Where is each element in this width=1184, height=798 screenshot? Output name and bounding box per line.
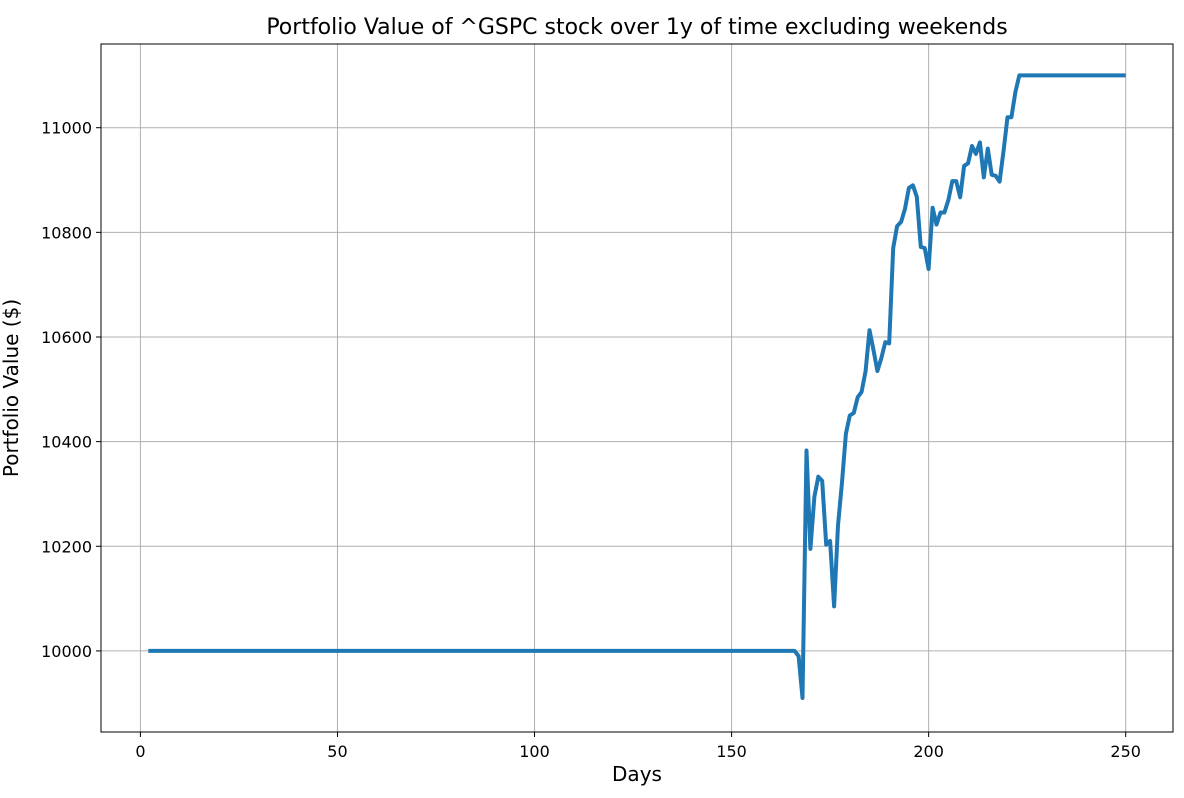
y-axis-label: Portfolio Value ($)	[0, 299, 23, 477]
grid-lines	[101, 44, 1173, 732]
x-tick-label: 50	[327, 742, 347, 761]
y-tick-label: 10000	[41, 642, 92, 661]
axis-ticks: 0 50 100 150 200 250 10000 10200 10400 10600 10800…	[41, 119, 1141, 761]
x-tick-label: 100	[519, 742, 550, 761]
x-tick-label: 200	[913, 742, 944, 761]
y-tick-label: 11000	[41, 119, 92, 138]
plot-area-frame	[100, 43, 1174, 733]
y-tick-label: 10200	[41, 537, 92, 556]
chart-title: Portfolio Value of ^GSPC stock over 1y o…	[266, 15, 1007, 40]
y-tick-label: 10800	[41, 223, 92, 242]
x-tick-label: 0	[135, 742, 145, 761]
series-line	[148, 73, 1126, 700]
y-tick-label: 10400	[41, 433, 92, 452]
x-tick-label: 150	[716, 742, 747, 761]
y-tick-label: 10600	[41, 328, 92, 347]
x-axis-label: Days	[612, 762, 662, 786]
x-tick-label: 250	[1110, 742, 1141, 761]
